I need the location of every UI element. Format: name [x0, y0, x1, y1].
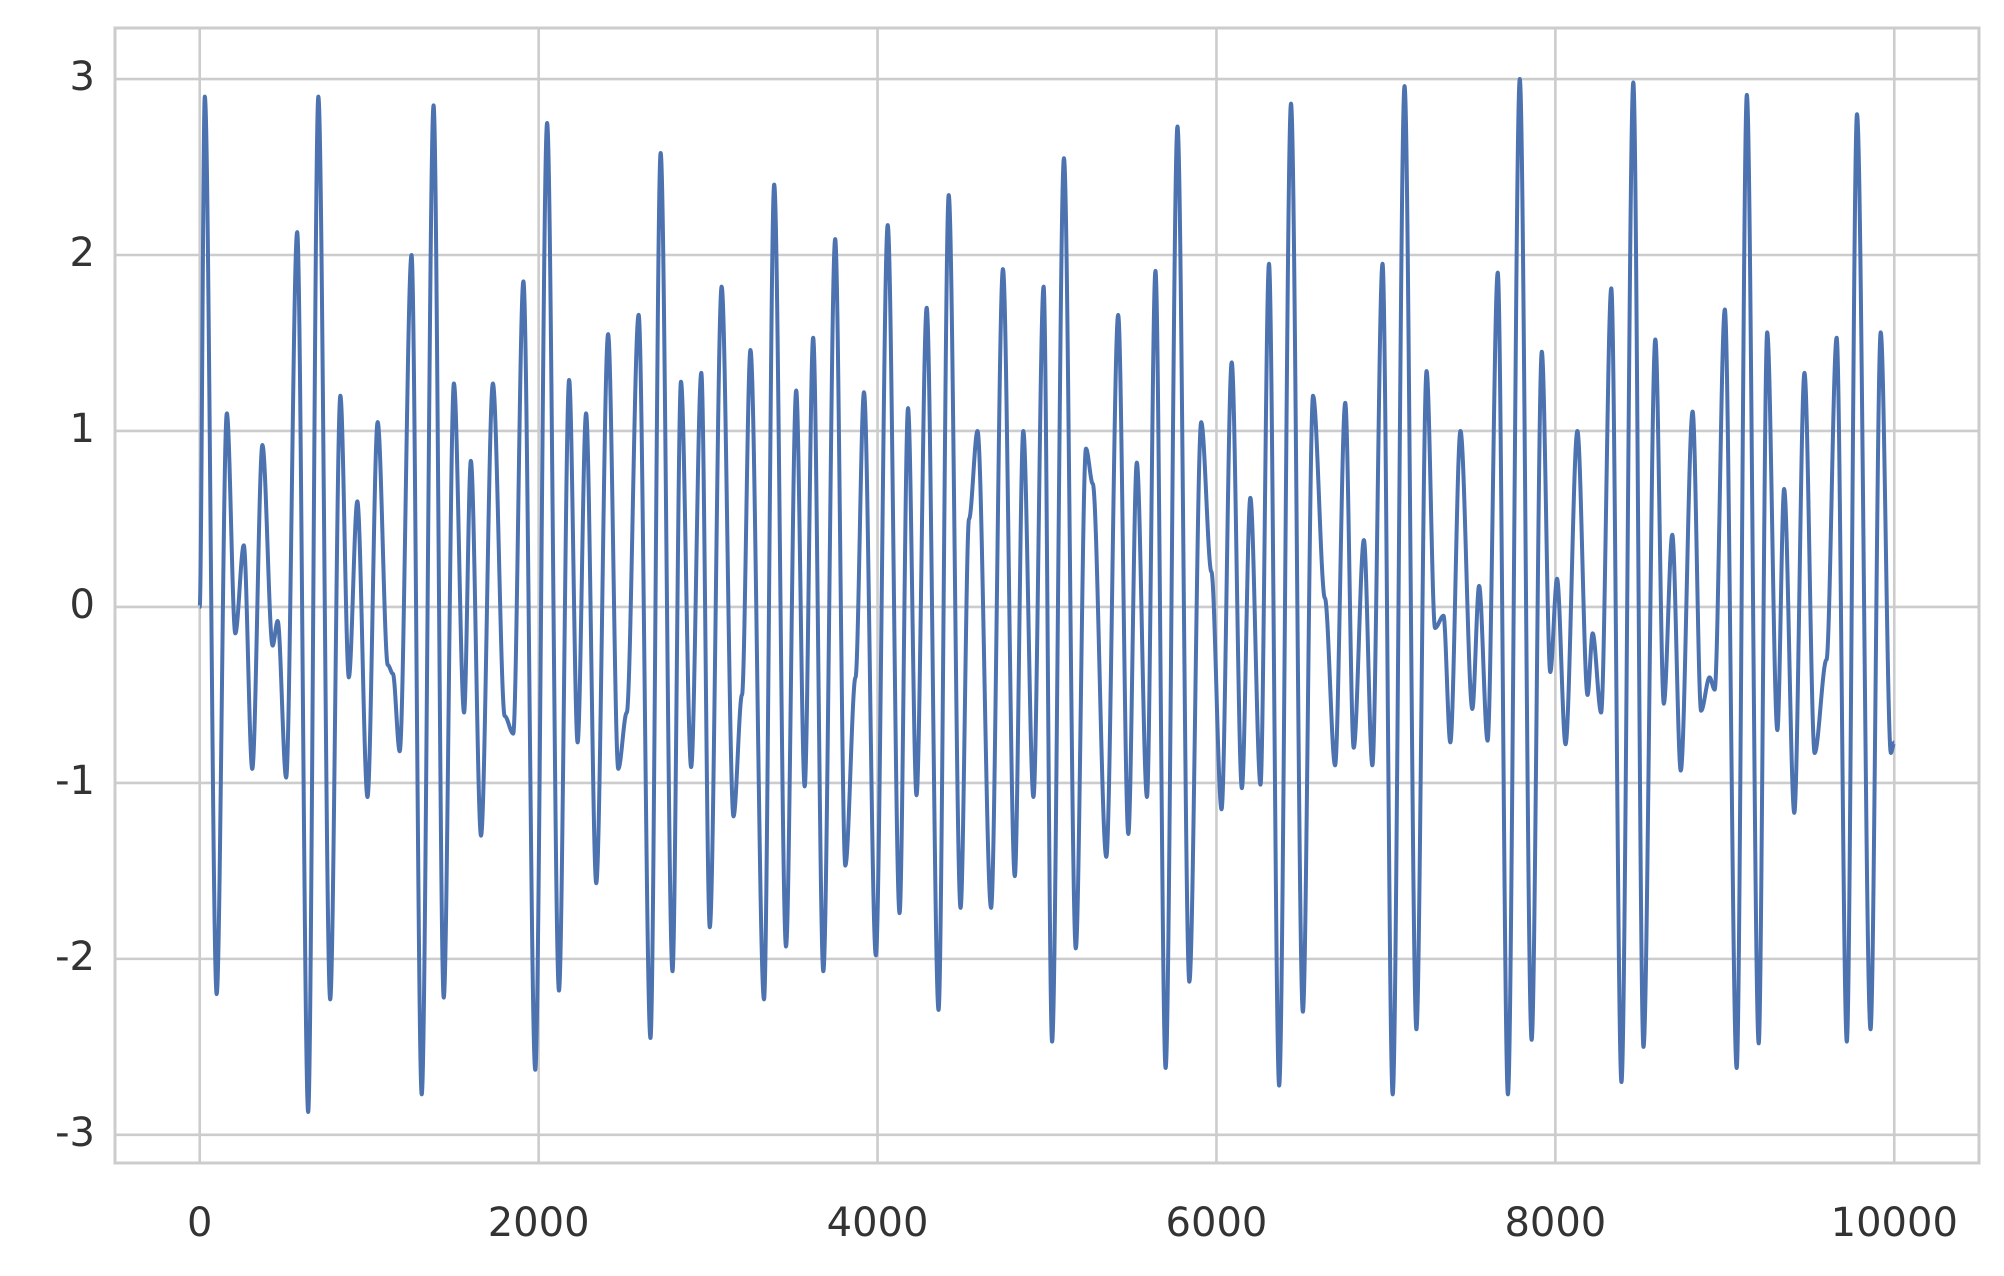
x-tick-label: 0 [187, 1200, 212, 1246]
y-tick-label: -3 [55, 1110, 95, 1156]
y-tick-label: -1 [55, 758, 95, 804]
data-line [197, 77, 1897, 1114]
y-tick-label: 2 [70, 230, 95, 276]
x-tick-label: 4000 [827, 1200, 929, 1246]
y-tick-label: 1 [70, 406, 95, 452]
y-tick-label: 0 [70, 582, 95, 628]
x-tick-label: 2000 [488, 1200, 590, 1246]
x-tick-label: 10000 [1831, 1200, 1958, 1246]
y-tick-label: 3 [70, 54, 95, 100]
plot-frame [113, 26, 1981, 1165]
x-tick-label: 6000 [1166, 1200, 1268, 1246]
y-tick-label: -2 [55, 934, 95, 980]
x-tick-label: 8000 [1504, 1200, 1606, 1246]
